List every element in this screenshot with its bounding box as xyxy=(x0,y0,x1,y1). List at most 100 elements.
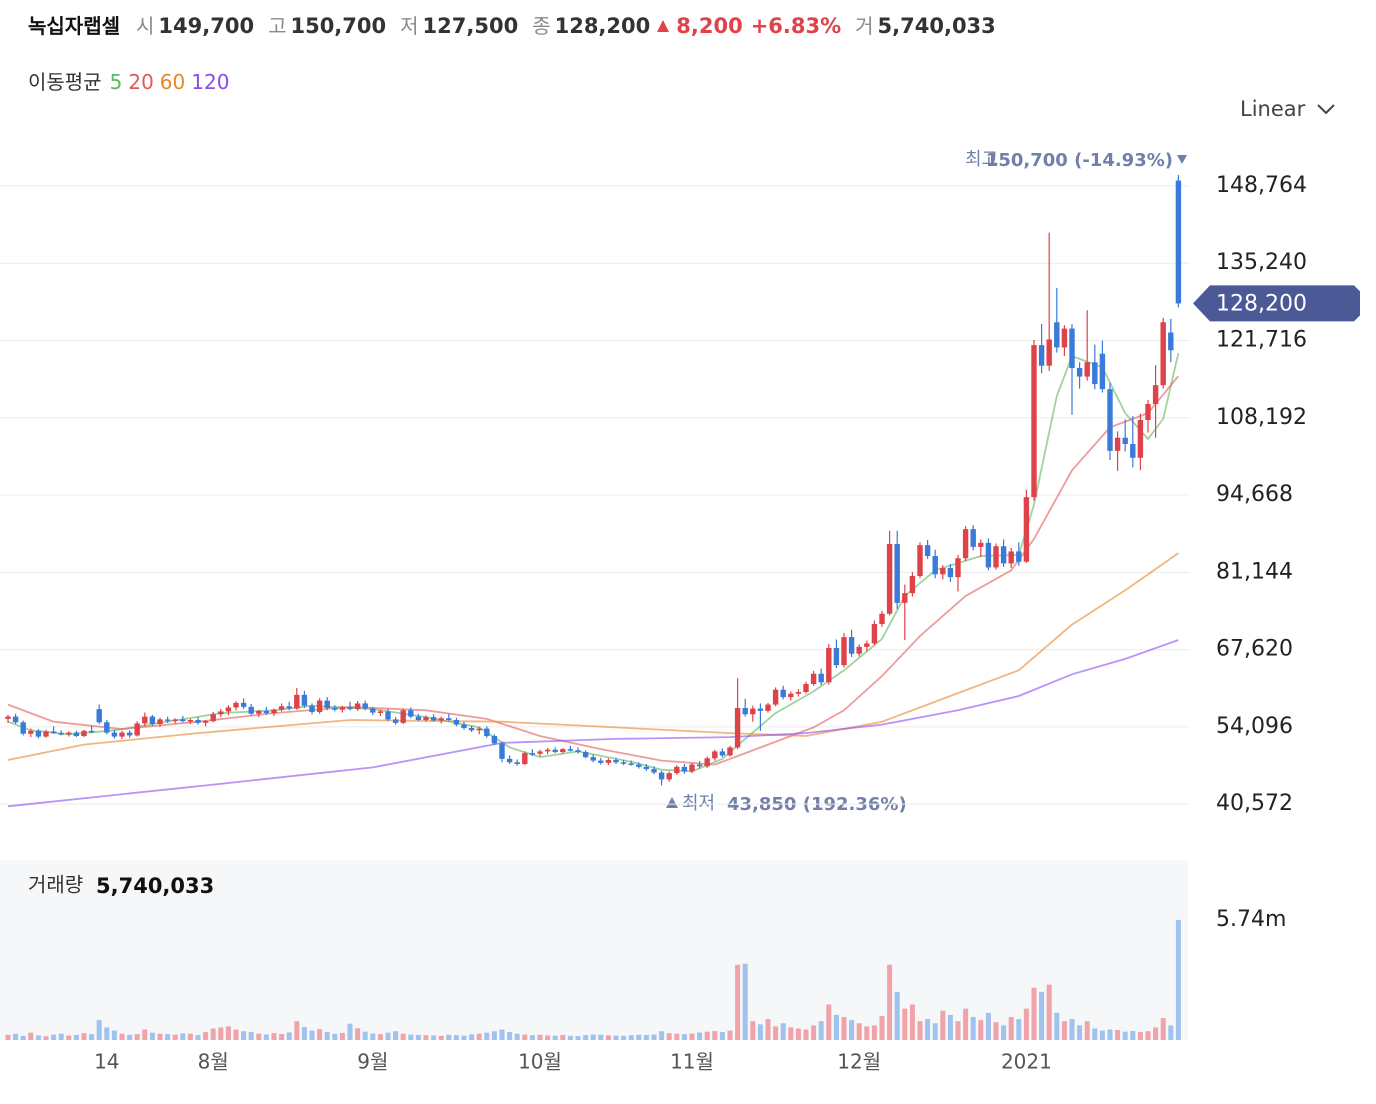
candle-body xyxy=(96,709,102,723)
volume-bar xyxy=(1084,1021,1090,1040)
candle-body xyxy=(66,732,72,735)
volume-bar xyxy=(393,1031,399,1040)
candle-body xyxy=(651,769,657,773)
candle-body xyxy=(757,708,764,711)
x-tick-label: 10월 xyxy=(518,1050,562,1074)
volume-bar xyxy=(476,1033,482,1040)
volume-bar xyxy=(811,1025,817,1040)
candle-body xyxy=(765,704,771,711)
candle-body xyxy=(134,723,140,736)
dropdown-chevron[interactable] xyxy=(1317,104,1335,115)
candle-body xyxy=(1114,437,1121,451)
candle-body xyxy=(780,689,786,698)
high-value: 150,700 xyxy=(290,14,387,38)
candle-body xyxy=(719,751,726,756)
volume-bar xyxy=(142,1029,148,1040)
candle-body xyxy=(35,730,42,737)
candle-body xyxy=(301,694,308,706)
volume-bar xyxy=(993,1022,999,1040)
candle-body xyxy=(1000,546,1007,564)
candle-body xyxy=(1038,345,1045,366)
volume-bar xyxy=(1001,1025,1007,1040)
volume-bar xyxy=(567,1035,573,1040)
scale-selector[interactable]: Linear xyxy=(1240,97,1306,121)
low-annotation-label: 최저 xyxy=(682,793,715,814)
candle-body xyxy=(552,749,558,752)
candle-body xyxy=(734,708,741,748)
volume-bar xyxy=(491,1031,497,1040)
x-tick-label: 2021 xyxy=(1001,1050,1052,1074)
candle-body xyxy=(476,728,482,731)
candle-body xyxy=(818,673,824,683)
candle-body xyxy=(1175,180,1182,304)
candle-body xyxy=(271,709,277,714)
volume-bar xyxy=(248,1032,254,1040)
candle-body xyxy=(12,716,19,723)
candle-body xyxy=(1130,444,1136,458)
volume-bar xyxy=(13,1033,19,1040)
candle-body xyxy=(142,716,148,724)
volume-bar xyxy=(294,1021,300,1040)
volume-bar xyxy=(628,1035,634,1040)
candle-body xyxy=(567,749,574,751)
volume-bar xyxy=(795,1028,801,1040)
volume-bar xyxy=(704,1031,710,1040)
volume-bar xyxy=(856,1023,862,1040)
volume-bar xyxy=(583,1035,589,1040)
candle-body xyxy=(704,758,710,767)
candle-body xyxy=(856,646,862,654)
x-tick-label: 9월 xyxy=(357,1050,388,1074)
candle-body xyxy=(886,544,893,614)
candle-body xyxy=(970,529,976,547)
candle-body xyxy=(1061,328,1068,348)
candle-body xyxy=(324,700,330,708)
volume-bar xyxy=(902,1008,908,1040)
candle-body xyxy=(491,736,498,744)
volume-bar xyxy=(347,1023,353,1040)
candle-body xyxy=(423,717,429,720)
volume-bar xyxy=(818,1021,824,1040)
candle-body xyxy=(643,766,650,770)
volume-bar xyxy=(149,1032,155,1040)
candle-body xyxy=(1076,368,1083,377)
candle-body xyxy=(81,730,87,736)
volume-bar xyxy=(362,1031,368,1040)
candle-body xyxy=(1046,339,1052,366)
close-value: 128,200 xyxy=(554,14,651,38)
volume-current: 5,740,033 xyxy=(96,874,214,898)
volume-bar xyxy=(1031,987,1037,1040)
candle-body xyxy=(1168,332,1174,351)
candle-body xyxy=(1016,551,1022,562)
volume-bar xyxy=(674,1033,680,1040)
volume-bar xyxy=(651,1034,657,1040)
volume-bar xyxy=(925,1019,931,1040)
candle-body xyxy=(544,749,551,752)
volume-bar xyxy=(1145,1031,1151,1040)
y-tick-label: 54,096 xyxy=(1216,714,1293,739)
volume-bar xyxy=(111,1030,117,1040)
candle-body xyxy=(43,731,49,737)
open-label: 시 xyxy=(136,14,155,38)
candle-body xyxy=(316,700,323,712)
volume-bar xyxy=(1175,919,1181,1040)
volume-bar xyxy=(659,1031,665,1040)
volume-bar xyxy=(96,1020,102,1040)
high-marker xyxy=(1177,155,1187,164)
volume-bar xyxy=(643,1034,649,1040)
candle-body xyxy=(1031,345,1037,498)
candle-body xyxy=(195,720,201,723)
candle-body xyxy=(225,707,232,712)
candle-body xyxy=(681,766,688,772)
volume-bar xyxy=(377,1034,383,1040)
volume-bar xyxy=(446,1034,452,1040)
candle-body xyxy=(750,708,756,715)
candle-body xyxy=(674,766,680,774)
candle-body xyxy=(605,760,612,763)
candle-body xyxy=(1160,322,1166,386)
candle-body xyxy=(529,753,536,755)
y-tick-label: 40,572 xyxy=(1216,791,1293,816)
volume-bar xyxy=(514,1033,520,1040)
candle-body xyxy=(354,703,361,710)
volume-bar xyxy=(697,1032,703,1040)
